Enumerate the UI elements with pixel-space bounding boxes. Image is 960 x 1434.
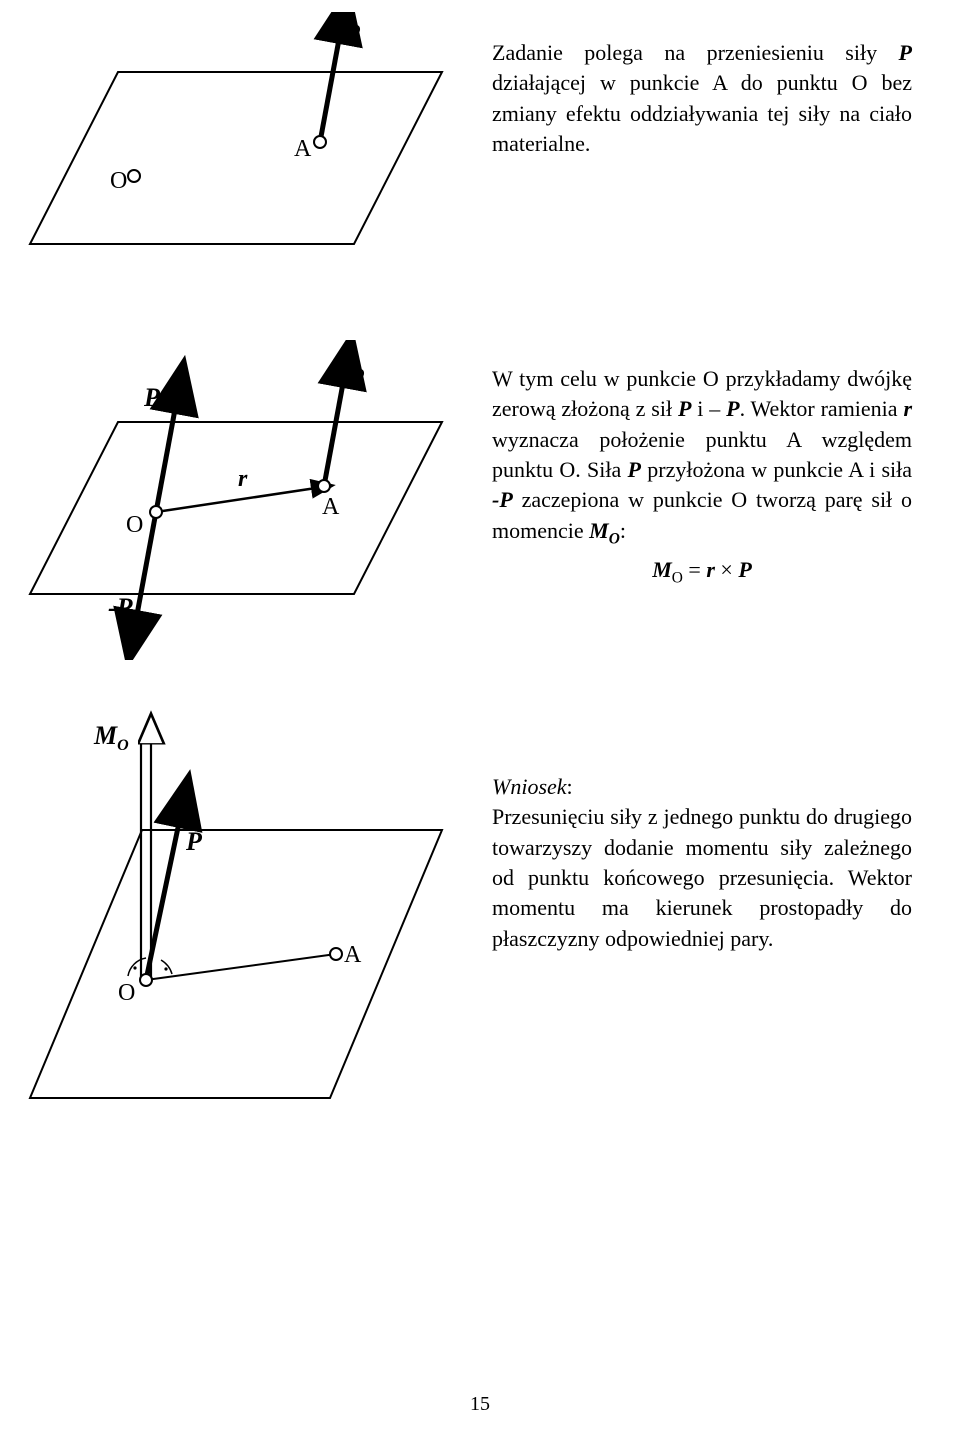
- label-mo-3: MO: [93, 721, 129, 754]
- diagram-3: O A P MO: [22, 700, 452, 1130]
- row-3: O A P MO Wniosek: Przesunięciu siły z je…: [0, 700, 960, 1130]
- sym-sub: O: [609, 530, 620, 547]
- formula-mo: MO = r × P: [492, 555, 912, 589]
- label-p-1: P: [343, 19, 361, 48]
- t: zaczepiona w punkcie O tworzą parę sił o…: [492, 487, 912, 542]
- point-a-2: [318, 480, 330, 492]
- row-2: O A P P -P r W tym celu w punkcie O przy…: [0, 340, 960, 660]
- label-p-a: P: [347, 363, 365, 392]
- sym: M: [589, 518, 609, 543]
- vector-p-at-o: [156, 404, 176, 512]
- body-text: Przesunięciu siły z jednego punktu do dr…: [492, 804, 912, 950]
- paragraph-1: Zadanie polega na przeniesieniu siły P d…: [492, 38, 912, 159]
- t: ×: [715, 557, 738, 582]
- point-a-3: [330, 948, 342, 960]
- line-oa-3: [146, 954, 336, 980]
- label-minus-p: -P: [108, 593, 134, 622]
- sym: P: [738, 557, 751, 582]
- txt: Zadanie polega na przeniesieniu siły: [492, 40, 899, 65]
- t: =: [683, 557, 706, 582]
- vector-r: [156, 488, 316, 512]
- diagram-3-svg: O A P MO: [22, 700, 452, 1130]
- t: :: [567, 774, 573, 799]
- label-p-3: P: [185, 827, 203, 856]
- plane-2: [30, 422, 442, 594]
- heading-wniosek: Wniosek: [492, 774, 567, 799]
- angle-arc-1: [128, 958, 146, 976]
- plane-3: [30, 830, 442, 1098]
- page: O A P Zadanie polega na przeniesieniu si…: [0, 0, 960, 1434]
- sym: M: [652, 557, 672, 582]
- diagram-2: O A P P -P r: [22, 340, 452, 660]
- point-o-1: [128, 170, 140, 182]
- page-number: 15: [0, 1393, 960, 1416]
- label-a-1: A: [294, 136, 312, 162]
- t: :: [620, 518, 626, 543]
- diagram-1: O A P: [22, 12, 452, 268]
- sym: P: [628, 457, 641, 482]
- txt: działającej w punkcie A do punktu O bez …: [492, 70, 912, 156]
- vector-p-at-a: [324, 378, 344, 486]
- label-p-o: P: [143, 383, 161, 412]
- text-3: Wniosek: Przesunięciu siły z jednego pun…: [492, 772, 912, 960]
- plane-1: [30, 72, 442, 244]
- text-2: W tym celu w punkcie O przykładamy dwójk…: [492, 364, 912, 595]
- label-o-2: O: [126, 512, 143, 538]
- label-r: r: [238, 466, 248, 492]
- paragraph-3: Wniosek: Przesunięciu siły z jednego pun…: [492, 772, 912, 954]
- sym-sub: O: [672, 570, 683, 587]
- label-o-1: O: [110, 168, 127, 194]
- label-o-3: O: [118, 980, 135, 1006]
- point-a-1: [314, 136, 326, 148]
- t: i –: [691, 396, 726, 421]
- t: . Wektor ramienia: [740, 396, 904, 421]
- label-a-2: A: [322, 494, 340, 520]
- sym-p: P: [899, 40, 912, 65]
- row-1: O A P Zadanie polega na przeniesieniu si…: [0, 12, 960, 268]
- point-o-3: [140, 974, 152, 986]
- paragraph-2: W tym celu w punkcie O przykładamy dwójk…: [492, 364, 912, 549]
- angle-dot-2: [164, 967, 167, 970]
- diagram-1-svg: O A P: [22, 12, 452, 268]
- t: przyłożona w punkcie A i siła: [641, 457, 912, 482]
- vector-p-1: [320, 34, 340, 142]
- sym: P: [726, 396, 739, 421]
- sym: P: [678, 396, 691, 421]
- text-1: Zadanie polega na przeniesieniu siły P d…: [492, 38, 912, 165]
- sym: r: [903, 396, 912, 421]
- label-a-3: A: [344, 942, 362, 968]
- diagram-2-svg: O A P P -P r: [22, 340, 452, 660]
- angle-dot-1: [133, 966, 136, 969]
- sym: -P: [492, 487, 513, 512]
- sym: r: [706, 557, 715, 582]
- angle-arc-2: [161, 960, 172, 974]
- point-o-2: [150, 506, 162, 518]
